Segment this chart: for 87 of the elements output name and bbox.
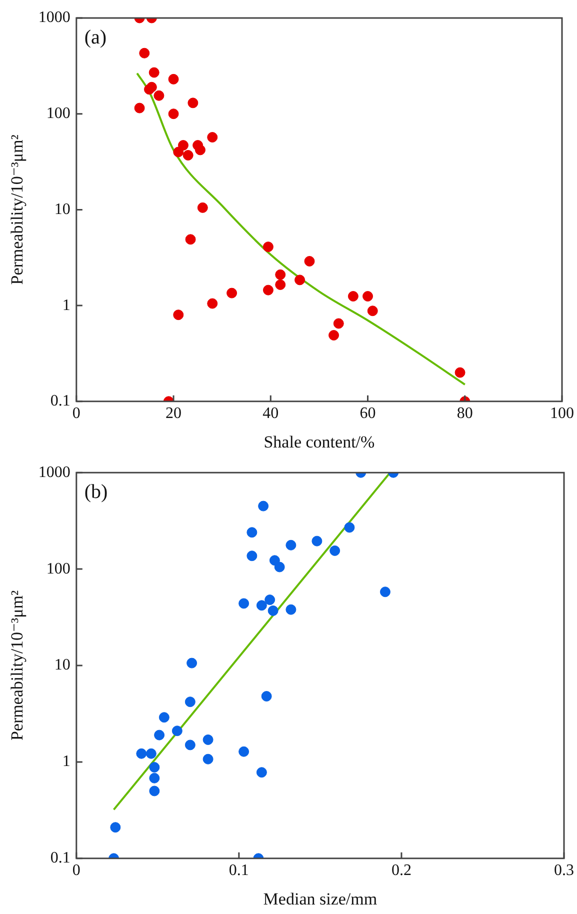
point	[348, 291, 358, 302]
point	[262, 242, 274, 252]
point	[186, 658, 198, 668]
point	[146, 82, 157, 92]
annotation: (b)	[84, 480, 108, 503]
point	[188, 98, 198, 108]
point	[148, 67, 160, 78]
x-tick-label: 0.2	[391, 862, 412, 880]
point	[173, 310, 184, 320]
point	[275, 269, 286, 280]
point	[286, 604, 296, 615]
point	[154, 730, 165, 740]
point	[202, 754, 214, 764]
point	[197, 202, 208, 213]
point	[367, 306, 378, 316]
point	[185, 234, 196, 245]
point	[238, 598, 250, 609]
point	[202, 734, 214, 745]
point	[226, 288, 238, 298]
point	[246, 527, 258, 538]
point	[454, 367, 466, 378]
point	[207, 132, 218, 142]
x-tick-label: 60	[360, 405, 376, 422]
point	[184, 696, 196, 708]
x-tick-label: 100	[550, 405, 574, 422]
point	[256, 767, 267, 778]
point	[136, 748, 147, 759]
point	[328, 330, 340, 340]
x-tick-label: 0	[72, 405, 80, 422]
point	[149, 762, 160, 773]
y-tick-label: 10	[54, 200, 70, 218]
point	[268, 605, 278, 616]
point	[333, 318, 344, 329]
point	[207, 298, 218, 309]
point	[262, 284, 274, 296]
y-tick-label: 1	[62, 753, 70, 770]
point	[110, 822, 121, 833]
point	[139, 48, 150, 58]
y-tick-label: 0.1	[50, 850, 70, 867]
x-axis-title: Median size/mm	[263, 889, 378, 908]
point	[182, 150, 194, 160]
point	[362, 291, 374, 302]
point	[274, 562, 285, 572]
x-tick-label: 0.1	[228, 862, 249, 880]
point	[238, 746, 250, 757]
x-tick-label: 0	[72, 862, 80, 880]
point	[256, 600, 267, 611]
x-tick-label: 40	[262, 405, 279, 422]
point	[286, 540, 296, 550]
point	[184, 740, 196, 750]
y-axis-title: Permeability/10⁻³μm²	[8, 134, 27, 285]
x-tick-label: 20	[166, 405, 182, 422]
point	[246, 550, 258, 562]
point	[275, 279, 286, 290]
point	[258, 500, 269, 512]
point	[134, 102, 145, 114]
point	[146, 748, 156, 759]
y-tick-label: 1000	[38, 9, 70, 26]
annotation: (a)	[84, 26, 107, 48]
point	[264, 594, 276, 606]
x-tick-label: 0.3	[554, 862, 574, 880]
point	[158, 712, 170, 723]
point	[312, 536, 322, 546]
y-tick-label: 10	[54, 656, 70, 674]
y-tick-label: 100	[46, 560, 70, 578]
point	[149, 786, 160, 796]
point	[173, 146, 184, 158]
point	[172, 726, 182, 736]
y-tick-label: 0.1	[50, 392, 70, 410]
point	[168, 74, 179, 84]
point	[330, 545, 340, 556]
point	[304, 256, 315, 266]
point	[294, 274, 306, 286]
point	[380, 586, 390, 598]
point	[261, 690, 272, 702]
point	[154, 90, 164, 101]
point	[344, 522, 355, 533]
line-series	[136, 72, 466, 386]
y-tick-label: 1000	[38, 464, 70, 481]
point	[149, 772, 160, 784]
x-tick-label: 80	[456, 405, 473, 422]
y-tick-label: 100	[46, 105, 70, 122]
y-tick-label: 1	[62, 296, 70, 314]
point	[168, 108, 179, 120]
y-axis-title: Permeability/10⁻³μm²	[8, 590, 27, 741]
point	[194, 144, 206, 156]
x-axis-title: Shale content/%	[264, 432, 375, 452]
